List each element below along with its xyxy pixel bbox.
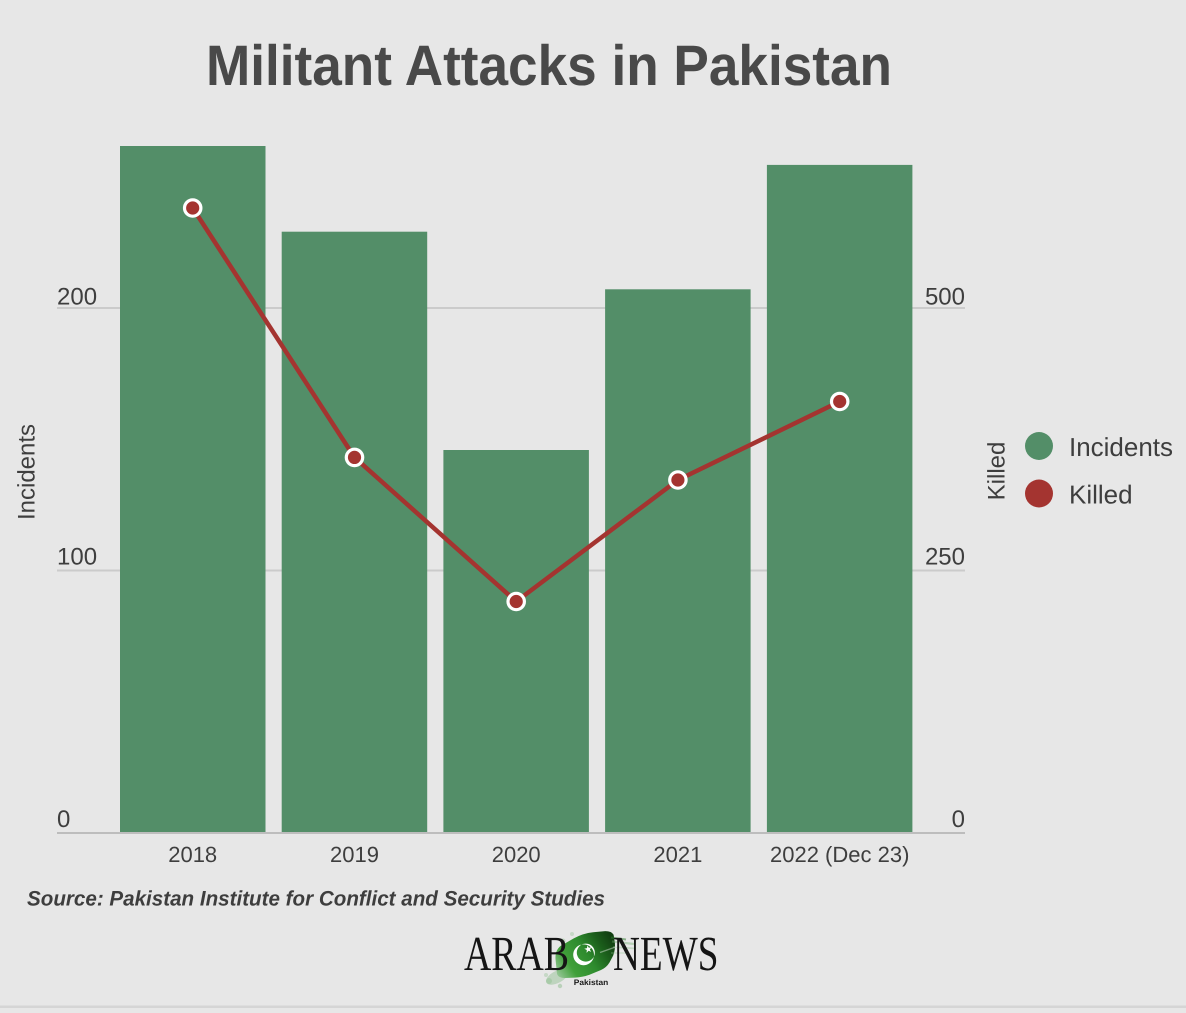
svg-text:200: 200 [57,284,97,311]
svg-text:Incidents: Incidents [1069,432,1173,462]
svg-text:500: 500 [925,284,965,311]
svg-text:Killed: Killed [984,442,1011,501]
svg-text:0: 0 [57,806,70,833]
svg-text:Source: Pakistan Institute for: Source: Pakistan Institute for Conflict … [27,888,605,911]
svg-text:Pakistan: Pakistan [574,978,609,987]
svg-text:2018: 2018 [168,842,217,867]
svg-text:Killed: Killed [1069,480,1133,510]
svg-text:Incidents: Incidents [14,424,41,520]
svg-text:100: 100 [57,544,97,571]
svg-text:0: 0 [952,806,965,833]
svg-text:2019: 2019 [330,842,379,867]
svg-text:2020: 2020 [492,842,541,867]
svg-text:250: 250 [925,544,965,571]
svg-text:Militant Attacks in Pakistan: Militant Attacks in Pakistan [206,34,892,98]
svg-text:NEWS: NEWS [613,926,719,981]
svg-text:2022 (Dec 23): 2022 (Dec 23) [770,842,909,867]
svg-text:ARAB: ARAB [464,926,569,981]
svg-text:2021: 2021 [653,842,702,867]
